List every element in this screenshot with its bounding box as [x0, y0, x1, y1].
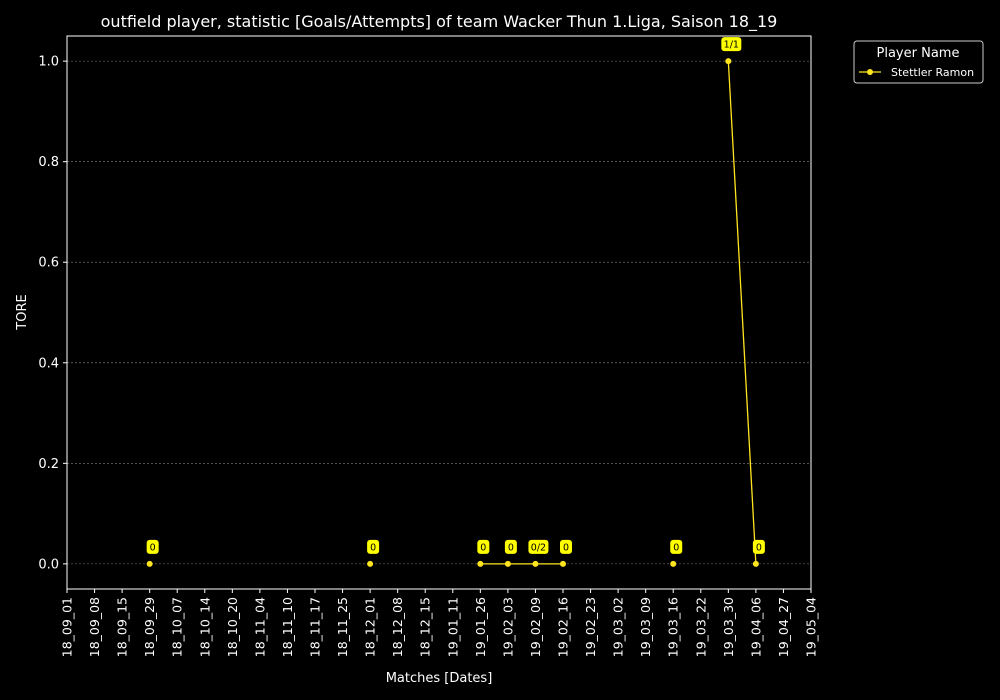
data-label: 0	[480, 542, 486, 553]
y-tick-label: 0.6	[38, 256, 59, 271]
x-tick-label: 18_09_15	[115, 597, 130, 657]
data-label: 0	[756, 542, 762, 553]
grid-lines	[67, 60, 811, 565]
legend-title: Player Name	[877, 46, 960, 61]
y-tick-label: 1.0	[38, 55, 59, 70]
x-tick-label: 19_02_23	[583, 597, 598, 657]
chart-title: outfield player, statistic [Goals/Attemp…	[101, 12, 778, 32]
data-point	[725, 58, 732, 65]
x-tick-label: 18_11_10	[280, 597, 295, 657]
series-line	[727, 61, 757, 564]
legend-marker-swatch	[867, 69, 873, 75]
x-tick-label: 18_10_07	[170, 597, 185, 657]
x-tick-label: 19_03_02	[611, 597, 626, 657]
data-label: 0/2	[531, 542, 546, 553]
data-label-box	[477, 539, 490, 554]
x-tick-label: 19_02_16	[556, 597, 571, 657]
data-label-box	[721, 37, 742, 52]
y-axis-label: TORE	[15, 294, 30, 330]
data-label-box	[752, 539, 765, 554]
data-point	[532, 560, 539, 567]
y-tick-label: 0.0	[38, 557, 59, 572]
x-tick-label: 18_09_01	[60, 597, 75, 657]
x-tick-label: 19_04_06	[748, 597, 763, 657]
y-tick-label: 0.2	[38, 457, 59, 472]
data-label-box	[367, 539, 380, 554]
data-label-box	[670, 539, 683, 554]
x-tick-label: 18_10_14	[197, 597, 212, 657]
legend-entry-label: Stettler Ramon	[891, 66, 974, 79]
data-labels: 0 0 0 0 0/2 0 0 1/1 0	[146, 37, 765, 554]
x-axis: 18_09_01 18_09_08 18_09_15 18_09_29 18_10_07…	[60, 589, 819, 657]
data-point	[560, 560, 566, 567]
x-tick-label: 19_02_03	[500, 597, 515, 657]
data-label-box	[560, 539, 572, 554]
data-point	[146, 560, 153, 567]
x-tick-label: 18_12_01	[363, 597, 378, 657]
data-label: 0	[370, 542, 376, 553]
x-tick-label: 18_11_25	[335, 597, 350, 657]
y-axis: 0.0 0.2 0.4 0.6 0.8 1.0	[38, 55, 67, 572]
x-tick-label: 19_03_22	[693, 597, 708, 657]
x-tick-label: 18_12_15	[418, 597, 433, 657]
x-tick-label: 18_09_08	[87, 597, 102, 657]
x-tick-label: 19_03_16	[666, 597, 681, 657]
x-tick-label: 19_05_04	[804, 597, 819, 657]
data-label: 1/1	[724, 40, 739, 51]
x-tick-label: 18_09_29	[142, 597, 157, 657]
x-tick-label: 19_01_11	[445, 597, 460, 657]
plot-area	[66, 35, 812, 590]
data-point	[367, 560, 374, 567]
x-tick-label: 18_12_08	[390, 597, 405, 657]
series-lines	[480, 61, 757, 565]
data-label-box	[504, 539, 517, 554]
data-label: 0	[150, 542, 156, 553]
data-point	[477, 560, 484, 567]
x-tick-label: 19_01_26	[473, 597, 488, 657]
data-point	[504, 560, 511, 567]
y-tick-label: 0.8	[38, 155, 59, 170]
legend-box	[853, 40, 984, 84]
x-axis-label: Matches [Dates]	[386, 671, 493, 686]
x-tick-label: 18_11_17	[308, 597, 323, 657]
data-label: 0	[508, 542, 514, 553]
data-label: 0	[563, 542, 569, 553]
x-tick-label: 18_11_04	[252, 597, 267, 657]
legend: Player Name Stettler Ramon	[853, 40, 984, 84]
data-point	[752, 560, 759, 567]
data-point	[670, 560, 677, 567]
x-tick-label: 19_04_27	[776, 597, 791, 657]
data-points	[146, 58, 759, 567]
x-tick-label: 19_03_30	[721, 597, 736, 657]
x-tick-label: 19_02_09	[528, 597, 543, 657]
y-tick-label: 0.4	[38, 356, 59, 371]
data-label: 0	[673, 542, 679, 553]
x-tick-label: 19_03_09	[638, 597, 653, 657]
data-label-box	[146, 539, 159, 554]
data-label-box	[528, 539, 549, 554]
x-tick-label: 18_10_20	[225, 597, 240, 657]
